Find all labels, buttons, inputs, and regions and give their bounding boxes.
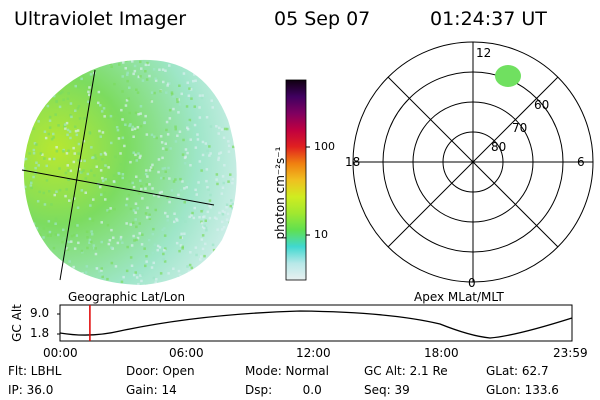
mlt-label-0: 0 xyxy=(468,276,476,290)
timeline-ylabel: GC Alt xyxy=(10,304,24,342)
colorbar-tick-100: 100 xyxy=(314,140,335,153)
mlt-label-18: 18 xyxy=(345,155,361,169)
app-title: Ultraviolet Imager xyxy=(14,8,187,30)
status-ip: IP: 36.0 xyxy=(8,383,54,397)
meridian-line xyxy=(59,69,96,281)
status-door: Door: Open xyxy=(126,364,195,378)
status-glon: GLon: 133.6 xyxy=(486,383,559,397)
altitude-timeline xyxy=(57,304,573,342)
colorbar-tick-10: 10 xyxy=(314,228,328,241)
timeline-ytick-low: 1.8 xyxy=(30,326,50,340)
apex-caption: Apex MLat/MLT xyxy=(414,290,504,304)
polar-plot xyxy=(352,41,594,283)
mlt-label-12: 12 xyxy=(476,46,492,60)
timeline-xtick-0000: 00:00 xyxy=(43,346,78,360)
status-seq: Seq: 39 xyxy=(364,383,410,397)
timeline-xtick-2359: 23:59 xyxy=(553,346,588,360)
lat-label-70: 70 xyxy=(512,121,528,135)
lat-label-60: 60 xyxy=(534,98,550,112)
parallel-line xyxy=(21,169,215,206)
timeline-xtick-0600: 06:00 xyxy=(169,346,204,360)
status-glat: GLat: 62.7 xyxy=(486,364,549,378)
status-flt: Flt: LBHL xyxy=(8,364,62,378)
geographic-image xyxy=(21,59,237,286)
status-gain: Gain: 14 xyxy=(126,383,177,397)
colorbar xyxy=(285,79,310,281)
colorbar-unit-label: photon cm⁻²s⁻¹ xyxy=(273,146,287,240)
aurora-patch xyxy=(495,65,521,87)
geographic-caption: Geographic Lat/Lon xyxy=(68,290,186,304)
mlt-label-6: 6 xyxy=(577,155,585,169)
altitude-curve xyxy=(59,310,573,339)
status-gc-alt: GC Alt: 2.1 Re xyxy=(364,364,448,378)
status-dsp: Dsp: 0.0 xyxy=(245,383,322,397)
timeline-xtick-1800: 18:00 xyxy=(424,346,459,360)
timeline-xtick-1200: 12:00 xyxy=(296,346,331,360)
date-label: 05 Sep 07 xyxy=(274,8,371,30)
lat-label-80: 80 xyxy=(491,140,507,154)
status-mode: Mode: Normal xyxy=(245,364,329,378)
time-label: 01:24:37 UT xyxy=(430,8,547,30)
timeline-ytick-high: 9.0 xyxy=(30,306,50,320)
